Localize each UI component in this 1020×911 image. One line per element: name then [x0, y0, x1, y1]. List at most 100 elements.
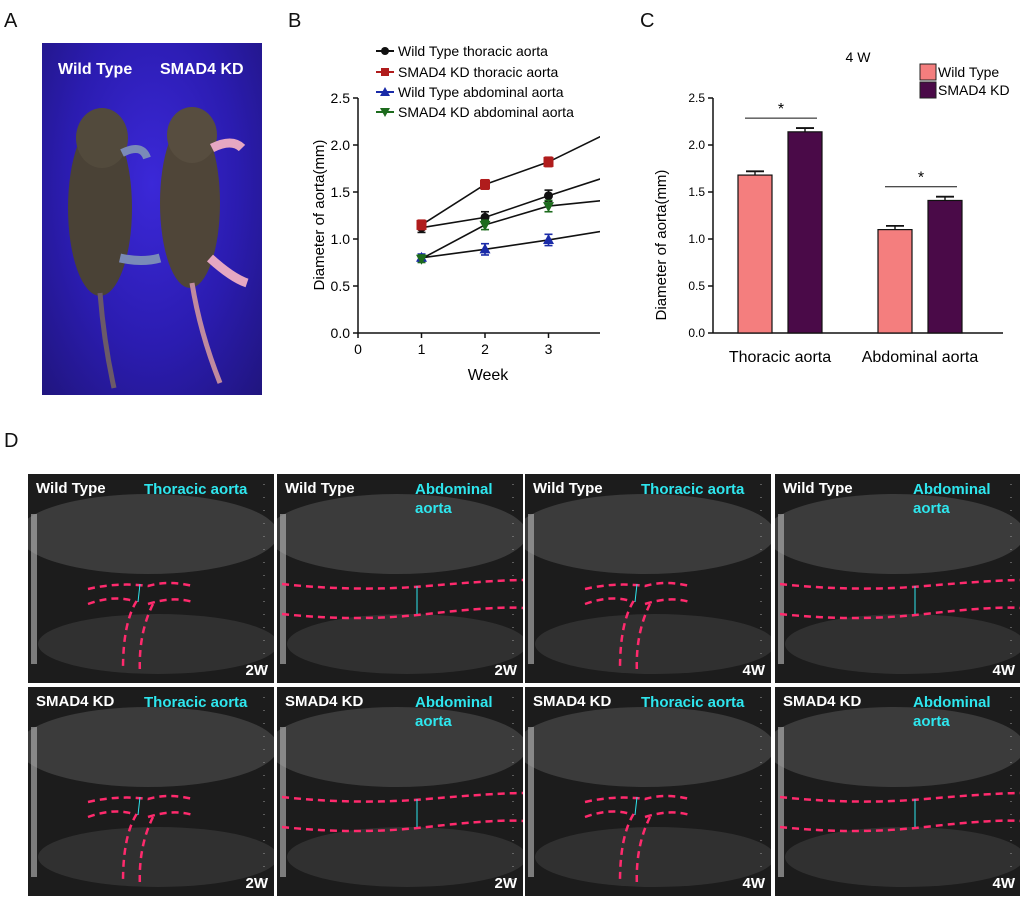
- ultrasound-group-label: SMAD4 KD: [285, 693, 364, 710]
- wild-type-mouse-hindlimb: [119, 253, 162, 265]
- vessel-wall-outline: [635, 816, 652, 888]
- diameter-measure: [137, 796, 141, 816]
- vessel-wall-outline: [281, 819, 523, 833]
- gray-scale-bar: [528, 727, 534, 877]
- line-chart-series: [416, 135, 600, 265]
- vessel-wall-outline: [281, 578, 523, 590]
- gray-scale-bar: [778, 727, 784, 877]
- legend-label: SMAD4 KD: [938, 82, 1010, 98]
- vessel-wall-outline: [147, 598, 194, 606]
- smad4-mouse-hindlimb: [206, 254, 249, 288]
- ultrasound-time-label: 2W: [494, 875, 518, 892]
- y-tick-label: 0.0: [688, 326, 705, 340]
- ultrasound-vessel-label: Abdominal aorta: [415, 694, 493, 730]
- data-point: [543, 233, 554, 244]
- ultrasound-scan: [525, 474, 771, 683]
- ultrasound-time-label: 4W: [742, 875, 766, 892]
- vessel-wall-outline: [87, 597, 138, 670]
- tissue-band: [287, 614, 523, 674]
- ultrasound-vessel-label: Abdominal aorta: [415, 481, 493, 517]
- data-point: [480, 179, 490, 190]
- tissue-band: [277, 494, 523, 574]
- legend-marker-circle: [381, 47, 389, 55]
- ultrasound-scan: [277, 474, 523, 683]
- vessel-wall-outline: [584, 581, 691, 591]
- x-axis-ticks: 01234: [354, 333, 553, 357]
- line-chart: Wild Type thoracic aorta SMAD4 KD thorac…: [311, 43, 600, 384]
- tissue-band: [785, 827, 1020, 887]
- legend-item-smad4-abdominal: SMAD4 KD abdominal aorta: [376, 104, 574, 120]
- legend-marker-square: [381, 68, 389, 76]
- legend-item-wild-type: Wild Type: [919, 63, 999, 81]
- data-point: [416, 254, 427, 265]
- legend-label: Wild Type abdominal aorta: [398, 84, 564, 100]
- vessel-wall-outline: [584, 794, 691, 804]
- diameter-measure: [634, 796, 638, 816]
- legend-label: Wild Type: [938, 64, 999, 80]
- smad4-mouse-tail: [189, 282, 223, 384]
- ultrasound-time-label: 2W: [494, 662, 518, 679]
- series-wild-type-thoracic-aorta: [417, 178, 600, 234]
- ultrasound-group-label: Wild Type: [783, 480, 853, 497]
- bar: [737, 174, 773, 334]
- ultrasound-group-label: Wild Type: [36, 480, 106, 497]
- y-tick-label: 2.5: [331, 90, 351, 106]
- ultrasound-image: SMAD4 KD Abdominal aorta 2W: [277, 687, 523, 896]
- legend-item-smad4-thoracic: SMAD4 KD thoracic aorta: [376, 64, 558, 80]
- y-axis-ticks: 0.0 0.5 1.0 1.5 2.0 2.5: [688, 91, 713, 340]
- y-tick-label: 2.0: [688, 138, 705, 152]
- y-axis-label: Diameter of aorta(mm): [653, 170, 670, 321]
- ultrasound-vessel-label: Thoracic aorta: [144, 481, 248, 498]
- ultrasound-group-label: Wild Type: [533, 480, 603, 497]
- gray-scale-bar: [528, 514, 534, 664]
- ultrasound-time-label: 4W: [992, 875, 1016, 892]
- ultrasound-image: Wild Type Abdominal aorta 2W: [277, 474, 523, 683]
- legend-label: SMAD4 KD thoracic aorta: [398, 64, 558, 80]
- y-tick-label: 1.5: [688, 185, 705, 199]
- x-tick-label: 3: [545, 341, 553, 357]
- tissue-band: [28, 494, 274, 574]
- category-label: Thoracic aorta: [729, 349, 831, 366]
- vessel-wall-outline: [87, 581, 194, 591]
- ultrasound-time-label: 2W: [245, 875, 269, 892]
- y-tick-label: 2.5: [688, 91, 705, 105]
- wild-type-mouse-body: [68, 120, 132, 296]
- y-tick-label: 1.0: [331, 231, 351, 247]
- vessel-wall-outline: [87, 794, 194, 804]
- x-axis-category-labels: Thoracic aorta Abdominal aorta: [729, 349, 978, 366]
- tissue-band: [525, 707, 771, 787]
- series-smad4-kd-abdominal-aorta: [416, 199, 600, 265]
- y-tick-label: 0.5: [688, 279, 705, 293]
- ultrasound-scan: [28, 687, 274, 896]
- x-tick-label: 0: [354, 341, 362, 357]
- tissue-band: [535, 614, 771, 674]
- y-axis-ticks: 0.0 0.5 1.0 1.5 2.0 2.5: [331, 90, 358, 341]
- vessel-wall-outline: [281, 606, 523, 620]
- vessel-wall-outline: [779, 578, 1020, 590]
- diameter-measure: [137, 583, 141, 603]
- series-line: [421, 135, 600, 226]
- wild-type-mouse-forelimb: [120, 145, 151, 160]
- panel-label-b: B: [288, 10, 302, 32]
- line-chart-axes: [357, 98, 600, 334]
- legend-item-wt-thoracic: Wild Type thoracic aorta: [376, 43, 548, 59]
- tissue-band: [38, 614, 274, 674]
- vessel-wall-outline: [584, 597, 635, 670]
- vessel-wall-outline: [584, 810, 635, 883]
- x-tick-label: 2: [481, 341, 489, 357]
- ultrasound-time-label: 2W: [245, 662, 269, 679]
- bar-chart: 4 W Wild Type SMAD4 KD 0.0 0.5 1.0 1.5 2.0 2.…: [653, 49, 1010, 366]
- y-axis-label: Diameter of aorta(mm): [311, 140, 328, 291]
- ultrasound-time-label: 4W: [992, 662, 1016, 679]
- ultrasound-image: SMAD4 KD Thoracic aorta 4W: [525, 687, 771, 896]
- gray-scale-bar: [280, 727, 286, 877]
- panel-label-a: A: [4, 10, 18, 32]
- bar-chart-legend: Wild Type SMAD4 KD: [919, 63, 1010, 99]
- vessel-wall-outline: [138, 816, 155, 888]
- mouse-illustration: [68, 107, 249, 389]
- line-chart-legend: Wild Type thoracic aorta SMAD4 KD thorac…: [376, 43, 574, 120]
- ultrasound-scan: [28, 474, 274, 683]
- panel-label-c: C: [640, 10, 655, 32]
- photo-label-wild-type: Wild Type: [58, 61, 133, 78]
- vessel-wall-outline: [779, 791, 1020, 803]
